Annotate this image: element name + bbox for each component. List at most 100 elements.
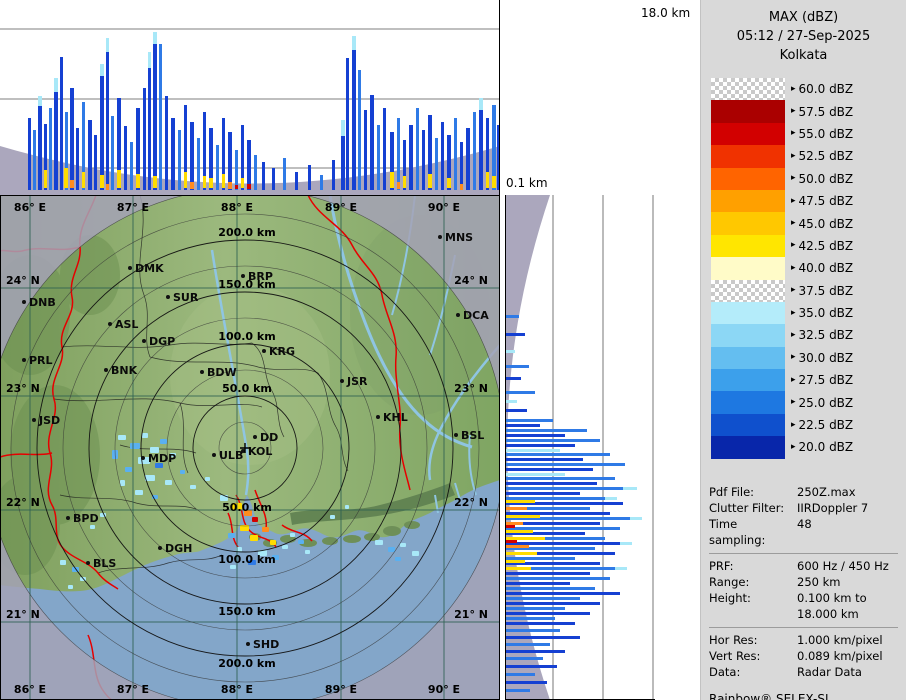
radar-map-panel[interactable]: 86° E 86° E 87° E 87° E 88° E 88° E 89° E 89° E…: [0, 187, 506, 700]
range-ring: [10, 213, 480, 683]
map-label: 100.0 km: [218, 553, 275, 566]
map-label: JSD: [38, 414, 60, 427]
map-label: 86° E: [14, 683, 46, 696]
echo-bar: [148, 52, 151, 190]
product-info-row: Data: Radar Data: [709, 664, 900, 680]
echo-bar: [409, 125, 413, 190]
echo-bar: [106, 38, 109, 190]
echo-bar: [505, 429, 587, 432]
echo-bar: [505, 522, 523, 525]
info-value: 250 km: [797, 575, 841, 589]
echo-bar: [454, 118, 457, 190]
sea-bay-of-bengal: [0, 480, 500, 700]
echo-bar: [505, 572, 590, 575]
echo-bar: [100, 64, 104, 76]
echo-cell: [270, 540, 276, 545]
map-label: 150.0 km: [218, 278, 275, 291]
echo-cell: [90, 525, 95, 529]
map-label: JSR: [346, 375, 368, 388]
map-label: 90° E: [428, 201, 460, 214]
dbz-scale-label: 37.5 dBZ: [798, 283, 854, 298]
echo-bar: [403, 176, 406, 188]
echo-cell: [388, 547, 395, 552]
map-label: 86° E: [14, 201, 46, 214]
echo-bar: [54, 78, 58, 190]
range-ring: [218, 421, 272, 475]
echo-bar: [505, 391, 535, 394]
echo-cell: [298, 540, 304, 544]
city-marker: [104, 368, 108, 372]
dbz-scale-label: 45.0 dBZ: [798, 216, 854, 231]
echo-bar: [94, 135, 97, 190]
echo-bar: [422, 130, 425, 190]
echo-bar: [505, 439, 600, 442]
echo-cell: [125, 467, 132, 472]
dbz-scale-label: 27.5 dBZ: [798, 373, 854, 388]
dbz-color-swatch: [711, 212, 785, 235]
echo-bar: [505, 577, 610, 580]
echo-bar: [54, 78, 58, 92]
echo-bar: [505, 482, 597, 485]
info-key: Hor Res:: [709, 633, 758, 647]
scale-arrow-icon: ▸: [791, 106, 796, 117]
map-label: 150.0 km: [218, 605, 275, 618]
echo-bar: [159, 44, 162, 190]
product-info-row: Height: 0.100 km to: [709, 590, 900, 606]
echo-bar: [505, 527, 620, 530]
city-marker: [142, 339, 146, 343]
echo-bar: [203, 112, 206, 190]
echo-cell: [412, 551, 419, 556]
echo-bar: [241, 178, 244, 188]
scale-arrow-icon: ▸: [791, 307, 796, 318]
echo-bar: [630, 517, 642, 520]
echo-bar: [505, 522, 600, 525]
echo-bar: [505, 515, 540, 518]
range-ring: [88, 291, 402, 605]
echo-bar: [33, 130, 36, 190]
map-label: BNK: [111, 364, 138, 377]
echo-bar: [106, 184, 109, 190]
scale-arrow-icon: ▸: [791, 173, 796, 184]
map-label: 24° N: [454, 274, 488, 287]
echo-bar: [130, 142, 133, 190]
dbz-scale-row: ▸ 35.0 dBZ: [711, 301, 853, 325]
echo-bar: [352, 36, 356, 50]
map-label: 23° N: [6, 382, 40, 395]
dbz-color-swatch: [711, 391, 785, 414]
echo-cell: [305, 550, 310, 554]
echo-bar: [505, 507, 527, 510]
echo-bar: [460, 184, 463, 190]
dbz-scale-row: ▸ 42.5 dBZ: [711, 234, 853, 258]
echo-cell: [60, 560, 66, 565]
echo-cell: [240, 525, 249, 531]
scale-arrow-icon: ▸: [791, 352, 796, 363]
info-key: Time sampling:: [709, 517, 766, 547]
city-marker: [32, 418, 36, 422]
echo-bar: [44, 170, 47, 188]
dbz-scale-label: 47.5 dBZ: [798, 194, 854, 209]
dbz-scale-label: 30.0 dBZ: [798, 350, 854, 365]
echo-bar: [505, 689, 530, 692]
echo-bar: [82, 172, 85, 188]
echo-bar: [505, 315, 519, 318]
dbz-scale-label: 40.0 dBZ: [798, 261, 854, 276]
echo-cell: [345, 505, 349, 509]
echo-cell: [395, 557, 401, 561]
map-label: 200.0 km: [218, 226, 275, 239]
latlon-grid-layer: [0, 195, 500, 700]
echo-bar: [190, 182, 194, 189]
dbz-scale-row: ▸ 47.5 dBZ: [711, 189, 854, 213]
map-label: 21° N: [454, 608, 488, 621]
echo-bar: [492, 105, 496, 190]
city-marker: [241, 274, 245, 278]
echo-bar: [505, 567, 625, 570]
map-label: 88° E: [221, 683, 253, 696]
echo-cell: [244, 510, 252, 516]
dbz-color-swatch: [711, 145, 785, 168]
city-marker: [128, 266, 132, 270]
scale-arrow-icon: ▸: [791, 240, 796, 251]
echo-bar: [505, 643, 550, 646]
info-key: Data:: [709, 665, 741, 679]
range-ring: [36, 239, 454, 657]
echo-bar: [143, 88, 146, 190]
